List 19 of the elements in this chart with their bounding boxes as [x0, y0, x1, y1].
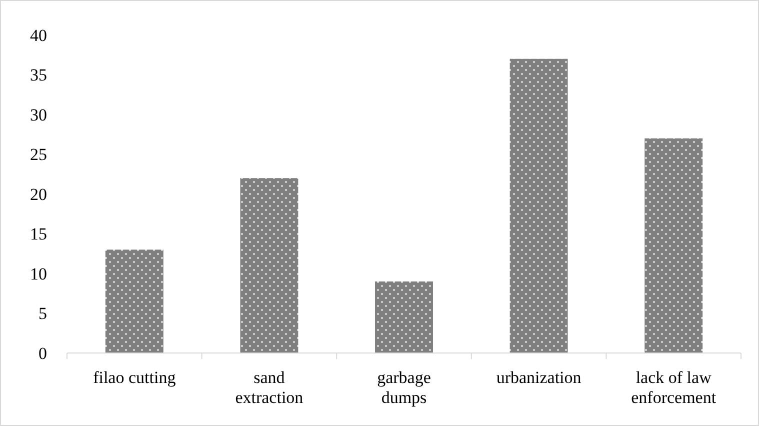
- bar: [240, 178, 298, 353]
- y-tick-label: 35: [30, 66, 47, 85]
- bar: [375, 281, 433, 353]
- bar: [510, 58, 568, 353]
- y-tick-label: 40: [30, 26, 47, 45]
- y-tick-label: 0: [38, 344, 47, 363]
- y-tick-label: 20: [30, 184, 47, 204]
- x-tick-label: filao cutting: [93, 368, 176, 387]
- x-tick-label: sand extraction: [235, 368, 304, 407]
- y-tick-label: 5: [38, 304, 47, 324]
- y-tick-label: 25: [30, 145, 47, 164]
- x-tick-label: urbanization: [496, 368, 582, 387]
- x-tick-label: garbage dumps: [377, 368, 431, 407]
- y-tick-label: 15: [30, 224, 47, 244]
- y-tick-label: 10: [30, 264, 47, 284]
- bar: [644, 138, 703, 353]
- y-tick-label: 30: [30, 105, 47, 124]
- bar: [105, 250, 164, 353]
- x-tick-label: lack of law enforcement: [631, 368, 716, 407]
